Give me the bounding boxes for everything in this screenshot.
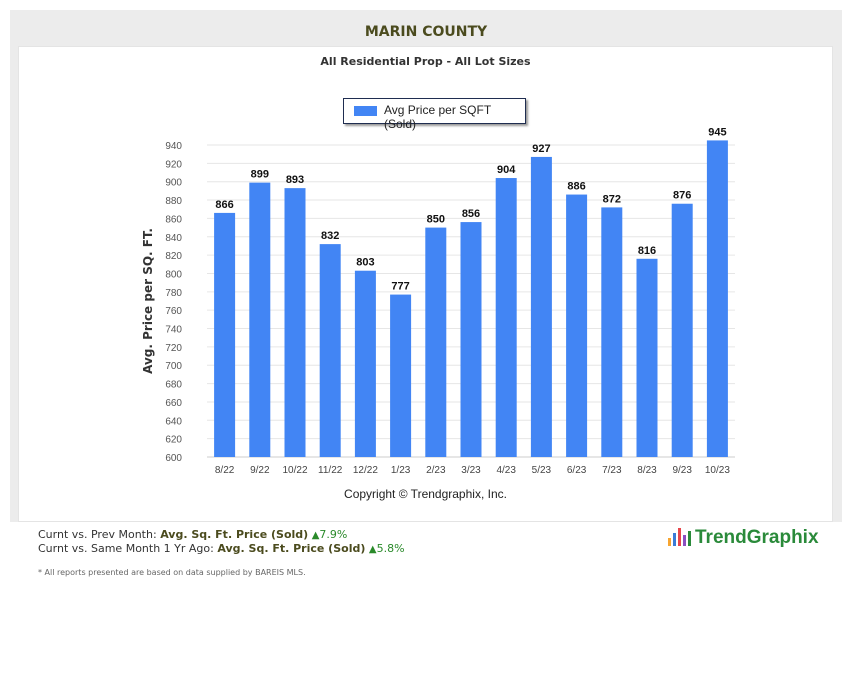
x-tick-label: 5/23 [532,465,552,476]
data-label: 872 [603,193,621,205]
trendgraphix-logo: TrendGraphix [668,526,819,549]
bar[interactable] [214,212,236,457]
up-arrow-icon: ▲ [311,530,320,541]
y-axis-label: Avg. Price per SQ. FT. [141,228,155,374]
bar[interactable] [601,207,623,457]
y-tick-label: 880 [165,196,182,207]
x-tick-label: 12/22 [353,465,378,476]
x-tick-label: 9/23 [672,465,692,476]
bar[interactable] [460,222,482,457]
x-tick-label: 1/23 [391,465,411,476]
y-tick-label: 640 [165,416,182,427]
x-tick-label: 2/23 [426,465,446,476]
report-container: MARIN COUNTY All Residential Prop - All … [10,10,842,522]
stat-metric: Avg. Sq. Ft. Price (Sold) [217,542,366,555]
y-tick-label: 680 [165,380,182,391]
x-tick-label: 8/23 [637,465,657,476]
data-label: 803 [356,257,374,269]
data-label: 899 [251,169,269,181]
bar[interactable] [636,258,658,457]
y-tick-label: 820 [165,251,182,262]
chart-subtitle: All Residential Prop - All Lot Sizes [320,55,531,68]
stat-value: 7.9% [319,528,348,541]
chart-legend[interactable]: Avg Price per SQFT (Sold) [343,98,526,131]
stat-year-ago: Curnt vs. Same Month 1 Yr Ago: Avg. Sq. … [38,542,405,555]
bar[interactable] [249,182,271,457]
data-label: 856 [462,208,480,220]
x-tick-label: 10/23 [705,465,730,476]
y-tick-label: 920 [165,159,182,170]
y-tick-label: 740 [165,325,182,336]
bar[interactable] [284,188,306,458]
bar[interactable] [354,270,376,457]
stat-label: Curnt vs. Same Month 1 Yr Ago: [38,542,214,555]
data-label: 850 [427,214,445,226]
bar[interactable] [566,194,588,457]
y-tick-label: 720 [165,343,182,354]
stat-metric: Avg. Sq. Ft. Price (Sold) [160,528,309,541]
data-label: 904 [497,164,516,176]
data-label: 832 [321,230,339,242]
y-tick-label: 940 [165,141,182,152]
report-title: MARIN COUNTY [364,24,488,40]
y-tick-label: 660 [165,398,182,409]
bar[interactable] [495,178,517,458]
y-tick-label: 760 [165,306,182,317]
x-tick-label: 7/23 [602,465,622,476]
bar-chart: 600 620 640 660 680 700 720 740 760 780 800 820 840 8… [141,126,735,476]
x-tick-label: 10/22 [282,465,307,476]
logo-text: TrendGraphix [695,527,819,548]
bar[interactable] [390,294,412,457]
bar[interactable] [530,156,552,457]
y-tick-label: 600 [165,453,182,464]
x-tick-label: 11/22 [318,465,343,476]
y-tick-label: 800 [165,269,182,280]
x-tick-label: 6/23 [567,465,587,476]
bar[interactable] [671,203,693,457]
data-label: 777 [391,281,409,293]
data-label: 945 [708,126,726,138]
y-tick-label: 620 [165,435,182,446]
legend-label: Avg Price per SQFT (Sold) [384,103,491,131]
data-label: 866 [215,199,233,211]
bar[interactable] [319,244,341,457]
data-label: 927 [532,143,550,155]
bar[interactable] [706,140,728,457]
y-tick-label: 780 [165,288,182,299]
y-tick-label: 700 [165,361,182,372]
x-tick-label: 9/22 [250,465,270,476]
footnote: * All reports presented are based on dat… [38,568,306,577]
y-tick-label: 900 [165,178,182,189]
y-tick-label: 840 [165,233,182,244]
x-tick-label: 4/23 [496,465,516,476]
up-arrow-icon: ▲ [368,544,377,555]
stat-label: Curnt vs. Prev Month: [38,528,157,541]
legend-swatch [354,106,377,116]
data-label: 876 [673,190,691,202]
copyright: Copyright © Trendgraphix, Inc. [344,487,507,501]
chart-panel: All Residential Prop - All Lot Sizes Avg… [18,46,833,522]
data-label: 816 [638,245,656,257]
stat-value: 5.8% [376,542,405,555]
data-label: 893 [286,174,304,186]
logo-bars-icon [668,526,692,546]
x-tick-label: 8/22 [215,465,235,476]
x-tick-label: 3/23 [461,465,481,476]
stat-prev-month: Curnt vs. Prev Month: Avg. Sq. Ft. Price… [38,528,347,541]
data-label: 886 [567,181,585,193]
bar[interactable] [425,227,447,457]
y-tick-label: 860 [165,214,182,225]
